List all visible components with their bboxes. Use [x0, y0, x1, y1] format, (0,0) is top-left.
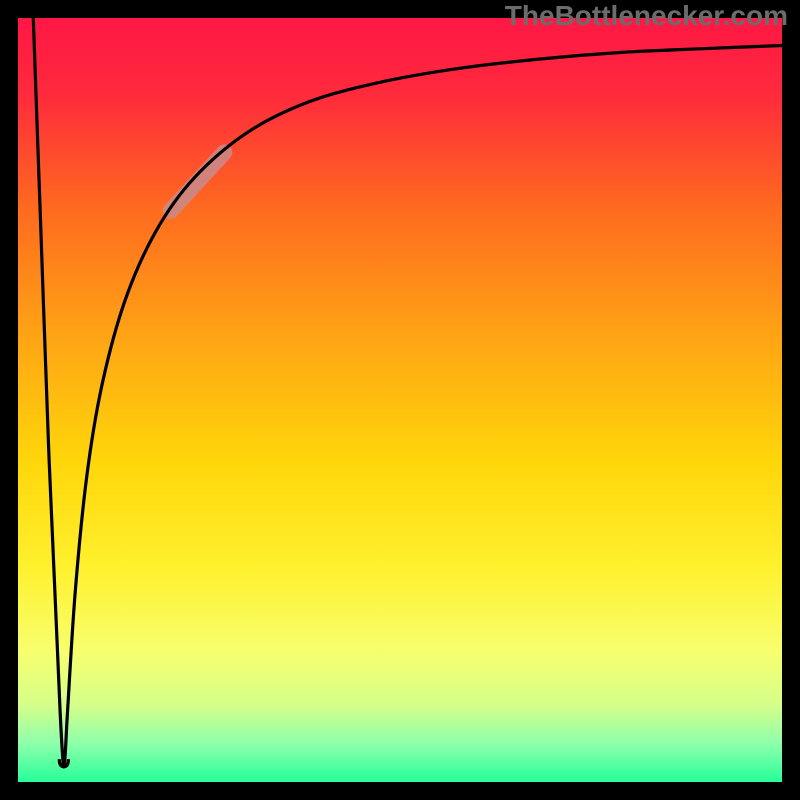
bottleneck-chart	[0, 0, 800, 800]
chart-root: TheBottlenecker.com	[0, 0, 800, 800]
plot-background	[18, 18, 782, 782]
